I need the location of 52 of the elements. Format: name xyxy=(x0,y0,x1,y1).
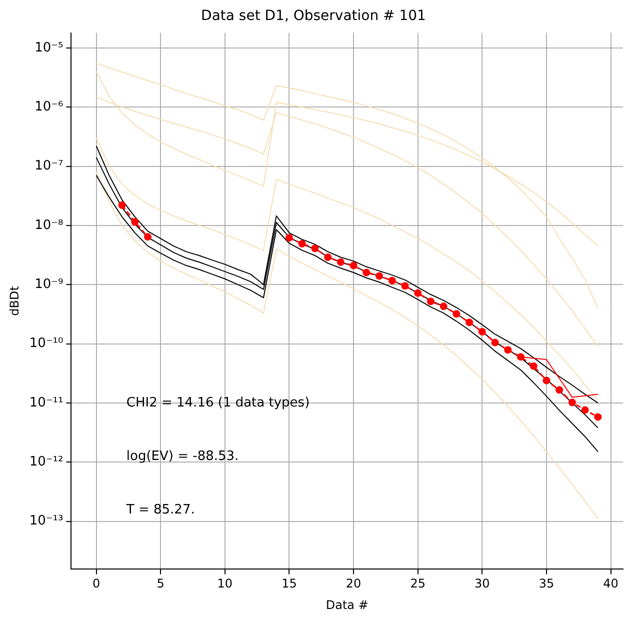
point xyxy=(504,346,512,354)
y-tick-label: 10⁻⁹ xyxy=(34,276,64,292)
annotation: CHI2 = 14.16 (1 data types) xyxy=(126,395,310,410)
point xyxy=(144,233,152,241)
y-tick-label: 10⁻¹¹ xyxy=(29,395,64,410)
point xyxy=(452,310,460,318)
x-tick-label: 15 xyxy=(282,576,297,591)
y-axis-title: dBDt xyxy=(7,286,22,316)
point xyxy=(466,318,474,326)
y-tick-label: 10⁻¹⁰ xyxy=(29,336,64,352)
x-tick-label: 30 xyxy=(474,576,490,591)
point xyxy=(517,353,524,361)
y-tick-label: 10⁻¹² xyxy=(29,454,64,470)
point xyxy=(556,386,564,394)
x-tick-label: 35 xyxy=(538,576,554,591)
point xyxy=(440,302,448,310)
point xyxy=(350,262,358,270)
point xyxy=(530,362,538,370)
y-tick-label: 10⁻⁶ xyxy=(34,99,64,114)
point xyxy=(542,376,550,384)
point xyxy=(362,268,370,276)
x-axis-title: Data # xyxy=(326,598,368,612)
x-tick-label: 25 xyxy=(410,576,426,591)
x-tick-label: 20 xyxy=(346,576,362,591)
y-tick-label: 10⁻⁵ xyxy=(34,40,64,56)
point xyxy=(414,289,422,297)
point xyxy=(311,244,319,252)
x-tick-label: 0 xyxy=(92,576,100,591)
point xyxy=(131,218,139,226)
point xyxy=(388,276,396,284)
point xyxy=(401,282,409,290)
point xyxy=(298,240,306,248)
point xyxy=(594,413,602,421)
point xyxy=(568,398,576,406)
point xyxy=(336,258,344,266)
x-tick-label: 10 xyxy=(217,576,233,591)
y-tick-label: 10⁻⁷ xyxy=(34,158,64,174)
point xyxy=(581,406,589,414)
x-tick-label: 40 xyxy=(603,576,618,591)
point xyxy=(376,272,384,280)
y-tick-label: 10⁻⁸ xyxy=(34,218,64,233)
x-tick-label: 5 xyxy=(156,576,164,591)
chart-title: Data set D1, Observation # 101 xyxy=(201,8,426,24)
point xyxy=(285,234,293,242)
annotation: log(EV) = -88.53. xyxy=(126,448,239,464)
point xyxy=(491,338,499,346)
point xyxy=(426,298,434,306)
annotation: T = 85.27. xyxy=(125,502,195,518)
point xyxy=(478,328,486,336)
point xyxy=(324,253,332,261)
y-tick-label: 10⁻¹³ xyxy=(29,514,64,529)
point xyxy=(118,201,126,209)
